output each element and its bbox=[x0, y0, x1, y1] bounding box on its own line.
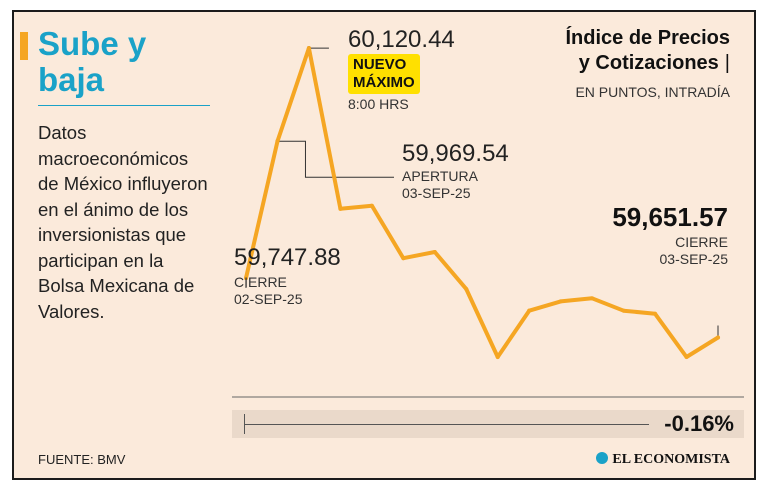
data-point-12 bbox=[621, 308, 626, 313]
line-chart bbox=[232, 46, 744, 398]
prev-close-value: 59,747.88 bbox=[234, 244, 341, 271]
prev-close-label: CIERRE 02-SEP-25 bbox=[234, 274, 302, 308]
open-label-text: APERTURA bbox=[402, 168, 478, 184]
badge-line2: MÁXIMO bbox=[353, 74, 415, 91]
brand-logo: EL ECONOMISTA bbox=[596, 452, 730, 468]
brand-name: EL ECONOMISTA bbox=[612, 452, 730, 467]
data-point-15 bbox=[716, 335, 720, 340]
chart-title-line2-text: y Cotizaciones bbox=[578, 52, 719, 74]
open-date: 03-SEP-25 bbox=[402, 185, 471, 201]
chart-title-bar: | bbox=[724, 52, 730, 74]
infographic-frame: Sube y baja Datos macroeconómicos de Méx… bbox=[12, 10, 756, 480]
badge-line1: NUEVO bbox=[353, 56, 407, 73]
headline-divider bbox=[38, 105, 210, 106]
data-point-10 bbox=[558, 299, 563, 304]
chart-title: Índice de Precios y Cotizaciones | bbox=[565, 26, 730, 76]
open-label: APERTURA 03-SEP-25 bbox=[402, 168, 478, 202]
percent-change: -0.16% bbox=[664, 411, 734, 436]
data-point-9 bbox=[527, 308, 532, 313]
headline-line1: Sube y bbox=[38, 25, 147, 62]
source-note: FUENTE: BMV bbox=[38, 452, 126, 467]
data-point-7 bbox=[464, 287, 469, 292]
close-label: CIERRE 03-SEP-25 bbox=[660, 234, 728, 268]
series-line bbox=[244, 46, 720, 359]
data-point-8 bbox=[495, 354, 500, 359]
data-point-3 bbox=[338, 206, 343, 211]
close-value: 59,651.57 bbox=[612, 202, 728, 232]
brand-dot-icon bbox=[596, 452, 609, 464]
max-value: 60,120.44 bbox=[348, 26, 455, 53]
change-bar: -0.16% bbox=[232, 410, 744, 438]
data-point-0 bbox=[244, 276, 248, 281]
prev-close-date: 02-SEP-25 bbox=[234, 291, 303, 307]
close-date: 03-SEP-25 bbox=[659, 251, 728, 267]
data-point-5 bbox=[401, 256, 406, 261]
data-point-13 bbox=[653, 311, 658, 316]
data-point-6 bbox=[432, 250, 437, 255]
chart-title-line2: y Cotizaciones | bbox=[565, 51, 730, 76]
accent-bar bbox=[20, 32, 28, 60]
headline: Sube y baja bbox=[38, 26, 208, 98]
new-max-badge: NUEVO MÁXIMO bbox=[348, 54, 420, 94]
prev-close-label-text: CIERRE bbox=[234, 274, 287, 290]
headline-line2: baja bbox=[38, 61, 105, 98]
data-point-14 bbox=[684, 354, 689, 359]
body-text: Datos macroeconómicos de México influyer… bbox=[38, 122, 208, 322]
chart-title-line1: Índice de Precios bbox=[565, 27, 730, 49]
data-point-1 bbox=[275, 139, 280, 144]
data-point-4 bbox=[369, 203, 374, 208]
data-point-2 bbox=[306, 46, 311, 51]
data-point-11 bbox=[590, 296, 595, 301]
chart-subtitle: EN PUNTOS, INTRADÍA bbox=[575, 84, 730, 100]
open-leader bbox=[277, 140, 394, 178]
data-points bbox=[244, 46, 720, 359]
max-time: 8:00 HRS bbox=[348, 96, 409, 112]
close-label-text: CIERRE bbox=[675, 234, 728, 250]
open-value: 59,969.54 bbox=[402, 140, 509, 167]
change-bar-line bbox=[244, 424, 649, 425]
